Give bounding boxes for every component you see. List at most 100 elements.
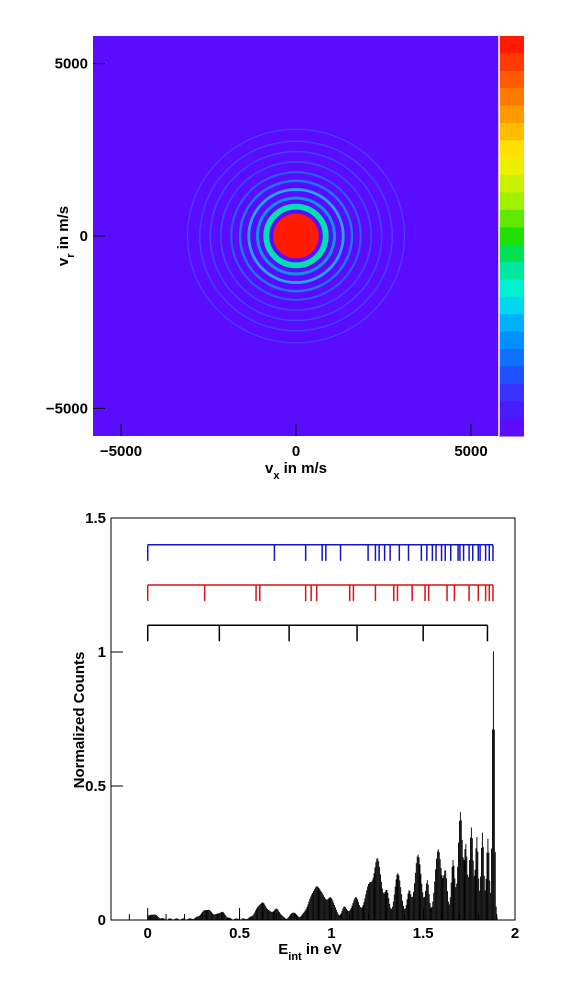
histogram-bin — [289, 915, 291, 920]
histogram-bin — [402, 905, 404, 920]
histogram-bin — [393, 894, 395, 920]
histogram-bin — [460, 820, 462, 920]
colorbar-segment — [499, 175, 524, 194]
histogram-bin — [324, 898, 326, 920]
histogram-bin — [440, 868, 442, 920]
histogram-bin — [434, 881, 436, 920]
histogram-bin — [180, 919, 182, 920]
histogram-bin — [429, 903, 431, 920]
histogram-bin — [269, 911, 271, 920]
histogram-bin — [366, 890, 368, 920]
colorbar-segment — [499, 314, 524, 333]
histogram-bin — [340, 913, 342, 920]
velocity-ring — [209, 150, 383, 322]
histogram-bin — [237, 918, 239, 920]
colorbar-segment — [499, 349, 524, 367]
histogram-bin — [199, 915, 201, 920]
velocity-map-axes: −5000 0 5000 5000 0 −5000 — [46, 56, 488, 460]
x-tick-label: −5000 — [100, 443, 142, 460]
histogram-bin — [345, 907, 347, 920]
colorbar-segment — [499, 401, 524, 420]
histogram-bin — [267, 909, 269, 920]
energy-spectrum-axes: 0 0.5 1 1.5 2 0 0.5 1 1.5 — [85, 510, 519, 942]
histogram-bin — [181, 918, 183, 920]
velocity-map-center-disk — [273, 213, 319, 259]
histogram-bin — [372, 877, 374, 920]
histogram-bin — [242, 918, 244, 920]
histogram-bin — [279, 913, 281, 920]
histogram-bin — [256, 908, 257, 920]
histogram-bin — [332, 900, 334, 920]
histogram-bin — [486, 852, 488, 920]
histogram-bin — [453, 865, 455, 920]
histogram-bin — [300, 916, 302, 920]
histogram-bin — [333, 902, 335, 920]
histogram-bin — [152, 914, 154, 920]
histogram-bin — [342, 908, 344, 920]
histogram-bin — [277, 909, 279, 920]
colorbar-segment — [499, 157, 524, 176]
histogram-bin — [317, 886, 319, 920]
histogram-bin — [447, 891, 448, 920]
x-tick-label: 0.5 — [229, 925, 250, 942]
histogram-bin — [171, 919, 173, 920]
histogram-bin — [270, 911, 272, 920]
histogram-bin — [394, 886, 396, 920]
colorbar-segment — [499, 279, 524, 298]
velocity-ring — [255, 196, 337, 276]
histogram-bin — [443, 875, 445, 920]
histogram-bin — [288, 916, 290, 920]
colorbar-segment — [499, 296, 524, 315]
histogram-bin — [492, 729, 493, 920]
histogram-bin — [452, 860, 454, 920]
histogram-bin — [385, 890, 387, 920]
histogram-bin — [449, 897, 451, 920]
histogram-bin — [264, 904, 266, 920]
histogram-bin — [231, 918, 233, 920]
histogram-bin — [413, 891, 414, 920]
histogram-bin — [314, 887, 316, 920]
histogram-bin — [230, 918, 232, 920]
x-tick-label: 1 — [327, 925, 335, 942]
colorbar — [498, 36, 524, 437]
histogram-bin — [219, 912, 221, 920]
histogram-bin — [162, 918, 164, 920]
histogram-bin — [259, 904, 261, 920]
histogram-bin — [392, 901, 394, 920]
histogram-bin — [249, 916, 251, 920]
histogram-bin — [484, 890, 486, 920]
histogram-bin — [326, 899, 328, 920]
histogram-bin — [161, 918, 163, 920]
histogram-bin — [208, 909, 210, 920]
histogram-bin — [190, 918, 192, 920]
histogram-bin — [335, 909, 337, 920]
histogram-bin — [155, 915, 157, 920]
histogram-bin — [488, 852, 490, 920]
histogram-bin — [382, 892, 384, 920]
histogram-bin — [438, 852, 440, 920]
histogram-bin — [383, 893, 385, 920]
histogram-bin — [241, 918, 243, 920]
histogram-bin — [284, 918, 286, 920]
histogram-bin — [380, 874, 381, 920]
histogram-bin — [391, 908, 392, 920]
histogram-bin — [419, 864, 421, 920]
histogram-bin — [455, 887, 457, 920]
histogram-bin — [344, 906, 346, 920]
histogram-bin — [274, 909, 276, 920]
y-tick-label: 5000 — [55, 56, 88, 73]
histogram-bin — [415, 863, 417, 920]
histogram-bin — [313, 889, 315, 920]
histogram-bin — [414, 872, 416, 920]
histogram-bin — [464, 849, 466, 920]
histogram-bin — [425, 890, 426, 920]
x-tick-label: 0 — [144, 925, 152, 942]
histogram-bin — [157, 916, 159, 920]
histogram-bin — [478, 878, 480, 920]
histogram-bin — [432, 901, 434, 920]
marker-comb — [146, 624, 489, 642]
histogram-bin — [153, 914, 155, 920]
histogram-bin — [316, 886, 318, 920]
energy-level-marker-combs — [146, 544, 494, 642]
